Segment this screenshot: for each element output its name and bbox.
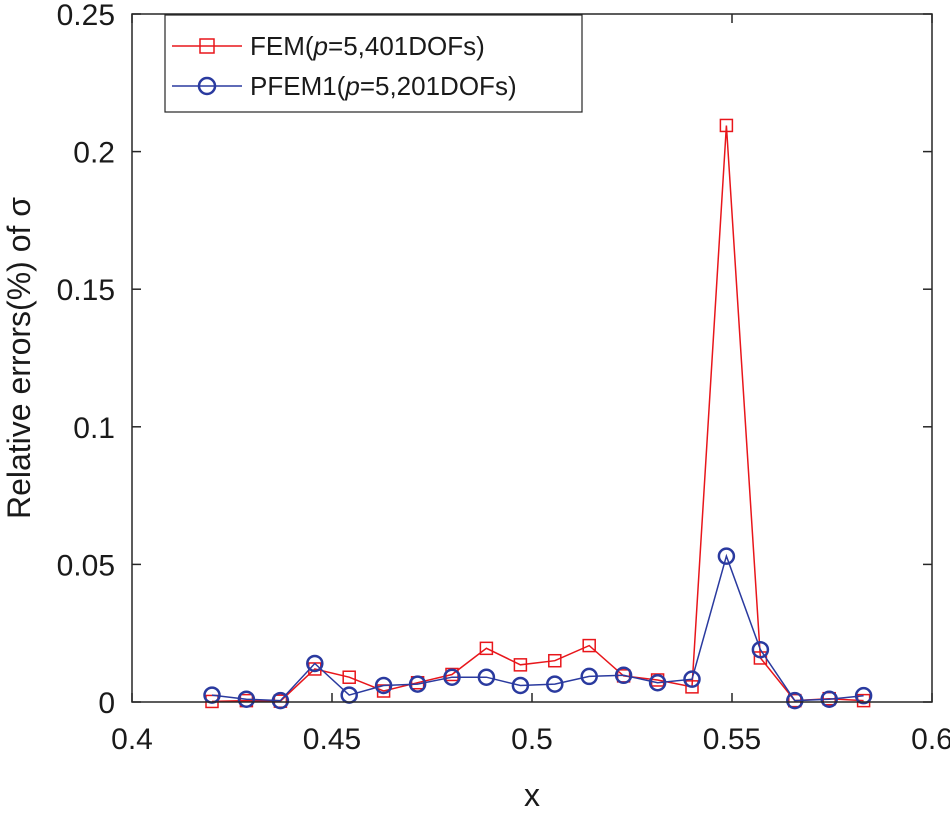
data-point-pfem1 [408,675,427,693]
data-point-pfem1 [614,666,633,685]
plot-area [132,14,932,702]
data-point-fem [582,638,596,653]
legend-box [164,14,583,113]
data-point-fem [685,680,699,694]
legend-label-pfem1: PFEM1(p=5,201DOFs) [250,71,517,101]
data-point-fem [513,658,528,672]
data-point-fem [719,118,734,133]
data-point-pfem1 [820,690,838,708]
x-tick-label: 0.45 [303,723,361,756]
data-point-pfem1 [511,676,530,695]
data-point-fem [548,653,562,668]
legend-label-fem: FEM(p=5,401DOFs) [250,31,485,61]
x-axis-ticks: 0.4 0.45 0.5 0.55 0.6 [111,14,950,756]
data-point-pfem1 [683,670,701,688]
legend-marker-fem [199,38,215,54]
data-point-pfem1 [580,667,598,686]
legend-label-pfem1-a: PFEM1( [250,71,346,101]
y-tick-label: 0 [98,687,115,720]
data-point-pfem1 [443,668,461,686]
data-point-pfem1 [648,673,667,692]
plot-frame [131,13,933,703]
legend-marker-pfem1 [197,76,217,96]
y-axis-title: Relative errors(%) of σ [1,197,37,519]
data-point-pfem1 [786,691,804,710]
data-point-pfem1 [477,668,496,686]
data-point-pfem1 [751,640,770,659]
x-tick-label: 0.4 [111,723,153,756]
y-tick-label: 0.15 [57,274,115,307]
data-point-pfem1 [237,690,256,708]
data-point-pfem1 [374,676,393,695]
x-tick-label: 0.55 [703,723,761,756]
y-tick-label: 0.1 [73,412,115,445]
data-point-pfem1 [546,675,564,693]
y-tick-label: 0.25 [57,0,115,32]
data-point-pfem1 [306,654,324,673]
data-point-pfem1 [717,547,736,565]
data-point-fem [342,670,356,684]
legend-label-fem-a: FEM( [250,31,314,61]
legend: FEM(p=5,401DOFs) PFEM1(p=5,201DOFs) [164,14,583,113]
x-tick-label: 0.5 [511,723,553,756]
legend-label-fem-p: p [313,31,328,61]
y-tick-label: 0.05 [57,549,115,582]
legend-label-pfem1-b: =5,201DOFs) [360,71,517,101]
legend-label-fem-b: =5,401DOFs) [328,31,485,61]
y-tick-label: 0.2 [73,137,115,170]
x-axis-title: x [524,777,540,813]
data-point-fem [479,641,494,656]
legend-label-pfem1-p: p [344,71,359,101]
data-point-pfem1 [854,686,873,705]
y-axis-ticks: 0 0.05 0.1 0.15 0.2 0.25 [57,0,932,720]
data-point-pfem1 [271,691,290,710]
x-tick-label: 0.6 [911,723,950,756]
